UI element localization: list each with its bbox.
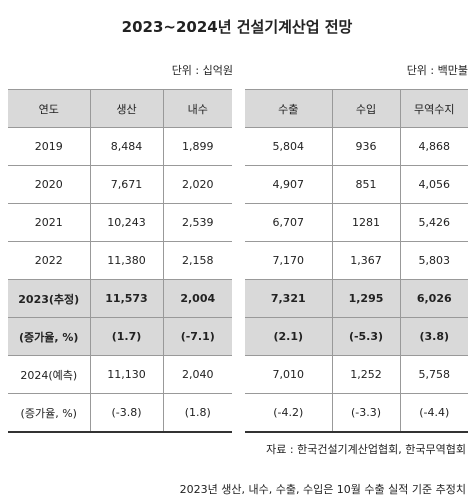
row: 7,170 1,367 5,803 (245, 241, 468, 280)
row: 4,907 851 4,056 (245, 165, 468, 204)
cell: 2023(추정) (8, 279, 91, 318)
cell: 7,010 (245, 355, 333, 394)
cell: 10,243 (89, 203, 164, 242)
header-cell: 무역수지 (399, 89, 468, 128)
source: 자료 : 한국건설기계산업협회, 한국무역협회 (266, 443, 466, 456)
cell: 1,295 (331, 279, 401, 318)
row: 2020 7,671 2,020 (8, 165, 232, 204)
cell: (-3.8) (89, 393, 164, 433)
row: 7,010 1,252 5,758 (245, 355, 468, 394)
row: 5,804 936 4,868 (245, 127, 468, 166)
cell: 2019 (8, 127, 91, 166)
cell: (1.7) (89, 317, 164, 356)
cell: 11,130 (89, 355, 164, 394)
row: 2019 8,484 1,899 (8, 127, 232, 166)
title: 2023~2024년 건설기계산업 전망 (121, 18, 353, 36)
row: (2.1) (-5.3) (3.8) (245, 317, 468, 356)
cell: 1281 (331, 203, 401, 242)
cell: (-4.2) (245, 393, 333, 433)
cell: 2,040 (162, 355, 232, 394)
left-table: 연도 생산 내수 2019 8,484 1,899 2020 7,671 2,020 2021 10… (8, 89, 232, 433)
row: 2022 11,380 2,158 (8, 241, 232, 280)
cell: 2,020 (162, 165, 232, 204)
row: (증가율, %) (-3.8) (1.8) (8, 393, 232, 433)
cell: 7,671 (89, 165, 164, 204)
cell: 7,170 (245, 241, 333, 280)
cell: 4,056 (399, 165, 468, 204)
row: 6,707 1281 5,426 (245, 203, 468, 242)
header-cell: 연도 (8, 89, 91, 128)
header-row: 연도 생산 내수 (8, 89, 232, 128)
cell: 6,707 (245, 203, 333, 242)
cell: (-3.3) (331, 393, 401, 433)
row: 2023(추정) 11,573 2,004 (8, 279, 232, 318)
cell: 936 (331, 127, 401, 166)
cell: 2,004 (162, 279, 232, 318)
cell: (2.1) (245, 317, 333, 356)
cell: (1.8) (162, 393, 232, 433)
cell: 2022 (8, 241, 91, 280)
header-cell: 생산 (89, 89, 164, 128)
note: 2023년 생산, 내수, 수출, 수입은 10월 수출 실적 기준 추정치 (179, 483, 466, 496)
cell: 2,158 (162, 241, 232, 280)
cell: (-7.1) (162, 317, 232, 356)
cell: 1,252 (331, 355, 401, 394)
cell: 11,573 (89, 279, 164, 318)
cell: 6,026 (399, 279, 468, 318)
cell: 2020 (8, 165, 91, 204)
header-cell: 수입 (331, 89, 401, 128)
header-row: 수출 수입 무역수지 (245, 89, 468, 128)
cell: 2,539 (162, 203, 232, 242)
cell: 5,803 (399, 241, 468, 280)
cell: 5,426 (399, 203, 468, 242)
cell: 11,380 (89, 241, 164, 280)
row: 2021 10,243 2,539 (8, 203, 232, 242)
cell: (-4.4) (399, 393, 468, 433)
header-cell: 수출 (245, 89, 333, 128)
cell: 4,907 (245, 165, 333, 204)
cell: 1,899 (162, 127, 232, 166)
right-unit: 단위 : 백만불 (406, 64, 468, 77)
row: (증가율, %) (1.7) (-7.1) (8, 317, 232, 356)
cell: 1,367 (331, 241, 401, 280)
right-table: 수출 수입 무역수지 5,804 936 4,868 4,907 851 4,056 6,707 1… (245, 89, 468, 433)
row: 7,321 1,295 6,026 (245, 279, 468, 318)
cell: (-5.3) (331, 317, 401, 356)
cell: 7,321 (245, 279, 333, 318)
row: 2024(예측) 11,130 2,040 (8, 355, 232, 394)
cell: (3.8) (399, 317, 468, 356)
cell: 851 (331, 165, 401, 204)
cell: 2021 (8, 203, 91, 242)
cell: 5,804 (245, 127, 333, 166)
cell: 5,758 (399, 355, 468, 394)
cell: (증가율, %) (8, 393, 91, 433)
header-cell: 내수 (162, 89, 232, 128)
cell: 8,484 (89, 127, 164, 166)
cell: 4,868 (399, 127, 468, 166)
row: (-4.2) (-3.3) (-4.4) (245, 393, 468, 433)
cell: (증가율, %) (8, 317, 91, 356)
left-unit: 단위 : 십억원 (171, 64, 233, 77)
cell: 2024(예측) (8, 355, 91, 394)
